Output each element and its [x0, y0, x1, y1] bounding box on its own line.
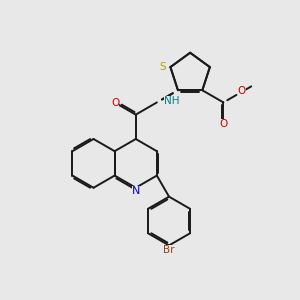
- Text: S: S: [159, 62, 166, 72]
- Text: N: N: [132, 186, 140, 196]
- Text: Br: Br: [163, 245, 175, 255]
- Text: O: O: [238, 86, 246, 96]
- Text: O: O: [219, 119, 228, 129]
- Text: O: O: [111, 98, 119, 108]
- Text: NH: NH: [164, 96, 180, 106]
